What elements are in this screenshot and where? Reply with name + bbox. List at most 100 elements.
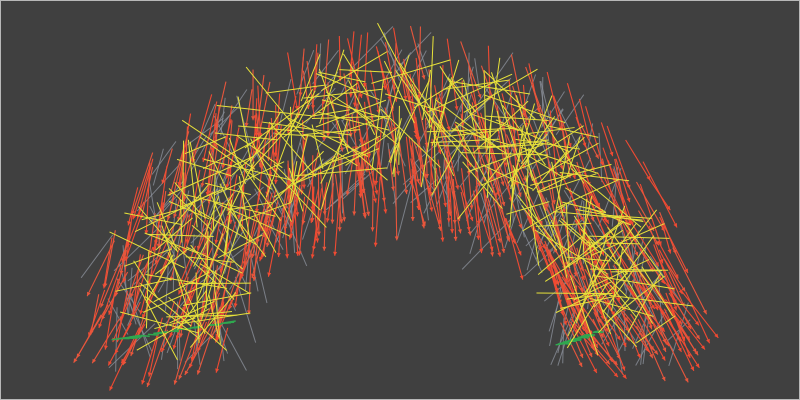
arrow-head	[161, 179, 166, 184]
arrow-head	[422, 221, 426, 226]
yellow-vector	[539, 125, 584, 155]
red-vector	[121, 222, 132, 263]
yellow-vector	[592, 274, 675, 290]
arrow-head	[695, 363, 700, 368]
red-vector	[623, 210, 660, 267]
arrow-head	[141, 379, 146, 385]
yellow-vector	[512, 165, 539, 222]
arrow-head	[252, 276, 257, 282]
arrow-head	[522, 177, 527, 182]
arrow-head	[466, 226, 471, 232]
arrow-head	[453, 236, 458, 241]
gray-vector	[113, 224, 163, 272]
arrow-head	[219, 268, 224, 273]
red-vector	[553, 220, 568, 283]
red-vector	[658, 249, 683, 295]
yellow-vector	[124, 212, 183, 226]
yellow-vector	[463, 68, 538, 113]
green-vector	[147, 333, 159, 336]
gray-vector	[220, 323, 247, 371]
arrow-head	[590, 216, 595, 222]
yellow-vector	[265, 84, 326, 94]
red-vector	[349, 31, 355, 78]
yellow-vector	[144, 232, 199, 254]
yellow-vector	[291, 134, 309, 203]
arrow-head	[553, 279, 558, 285]
gray-vector	[399, 32, 432, 66]
arrow-head	[605, 341, 610, 347]
red-vector	[129, 259, 150, 298]
yellow-vector	[168, 296, 228, 351]
yellow-vector	[148, 233, 214, 237]
red-vector	[201, 144, 212, 188]
arrow-head	[301, 220, 306, 225]
arrow-head	[159, 269, 164, 275]
red-vector	[302, 152, 319, 225]
yellow-vector	[536, 173, 575, 193]
arrow-head	[177, 181, 182, 187]
yellow-vectors	[109, 22, 693, 361]
yellow-vector	[377, 22, 422, 106]
arrow-head	[109, 386, 114, 391]
yellow-vector	[551, 161, 564, 217]
arrow-head	[215, 333, 220, 339]
yellow-vector	[154, 317, 196, 330]
arrow-head	[179, 333, 184, 338]
arrow-head	[604, 327, 609, 333]
red-vector	[526, 215, 550, 272]
yellow-vector	[274, 133, 342, 139]
arrow-head	[228, 219, 233, 224]
yellow-vector	[537, 173, 597, 194]
gray-vector	[668, 302, 689, 367]
arrow-head	[126, 242, 131, 248]
yellow-vector	[168, 188, 213, 231]
yellow-vector	[434, 99, 500, 150]
gray-vector	[165, 266, 169, 311]
yellow-vector	[315, 99, 387, 128]
red-vector	[207, 227, 227, 276]
red-vector	[103, 237, 113, 289]
yellow-vector	[447, 77, 477, 113]
yellow-vector	[166, 314, 238, 318]
gray-vector	[396, 175, 415, 240]
yellow-vector	[521, 205, 558, 251]
arrow-head	[202, 157, 206, 162]
arrow-head	[501, 248, 506, 254]
yellow-vector	[177, 289, 208, 330]
red-vector	[334, 182, 341, 256]
gray-vector	[215, 188, 233, 248]
arrow-head	[358, 190, 363, 195]
yellow-vector	[486, 119, 492, 198]
yellow-vector	[567, 254, 609, 337]
arrow-head	[417, 94, 422, 99]
arrow-head	[576, 218, 581, 224]
arrow-head	[479, 248, 484, 254]
red-vector	[198, 284, 222, 333]
arrow-head	[655, 261, 659, 267]
red-vector	[447, 168, 450, 223]
red-vector	[267, 216, 281, 277]
yellow-vector	[169, 300, 215, 324]
red-vector	[504, 217, 522, 256]
red-vector	[370, 70, 380, 114]
arrow-head	[660, 327, 665, 332]
arrow-head	[374, 190, 379, 195]
yellow-vector	[463, 79, 476, 132]
gray-vector	[161, 298, 187, 328]
red-vector	[124, 211, 144, 261]
yellow-vector	[451, 94, 494, 133]
yellow-vector	[462, 161, 503, 209]
arrow-head	[322, 211, 327, 216]
yellow-vector	[627, 272, 662, 333]
yellow-vector	[231, 117, 297, 176]
arrow-head	[659, 258, 664, 264]
arrow-head	[295, 251, 300, 256]
arrow-head	[694, 321, 700, 326]
arrow-head	[299, 190, 304, 195]
arrow-head	[92, 358, 97, 364]
arrow-head	[646, 310, 650, 315]
yellow-vector	[431, 133, 466, 196]
arrow-head	[600, 315, 605, 320]
gray-vector	[541, 76, 544, 126]
yellow-vector	[216, 105, 312, 117]
